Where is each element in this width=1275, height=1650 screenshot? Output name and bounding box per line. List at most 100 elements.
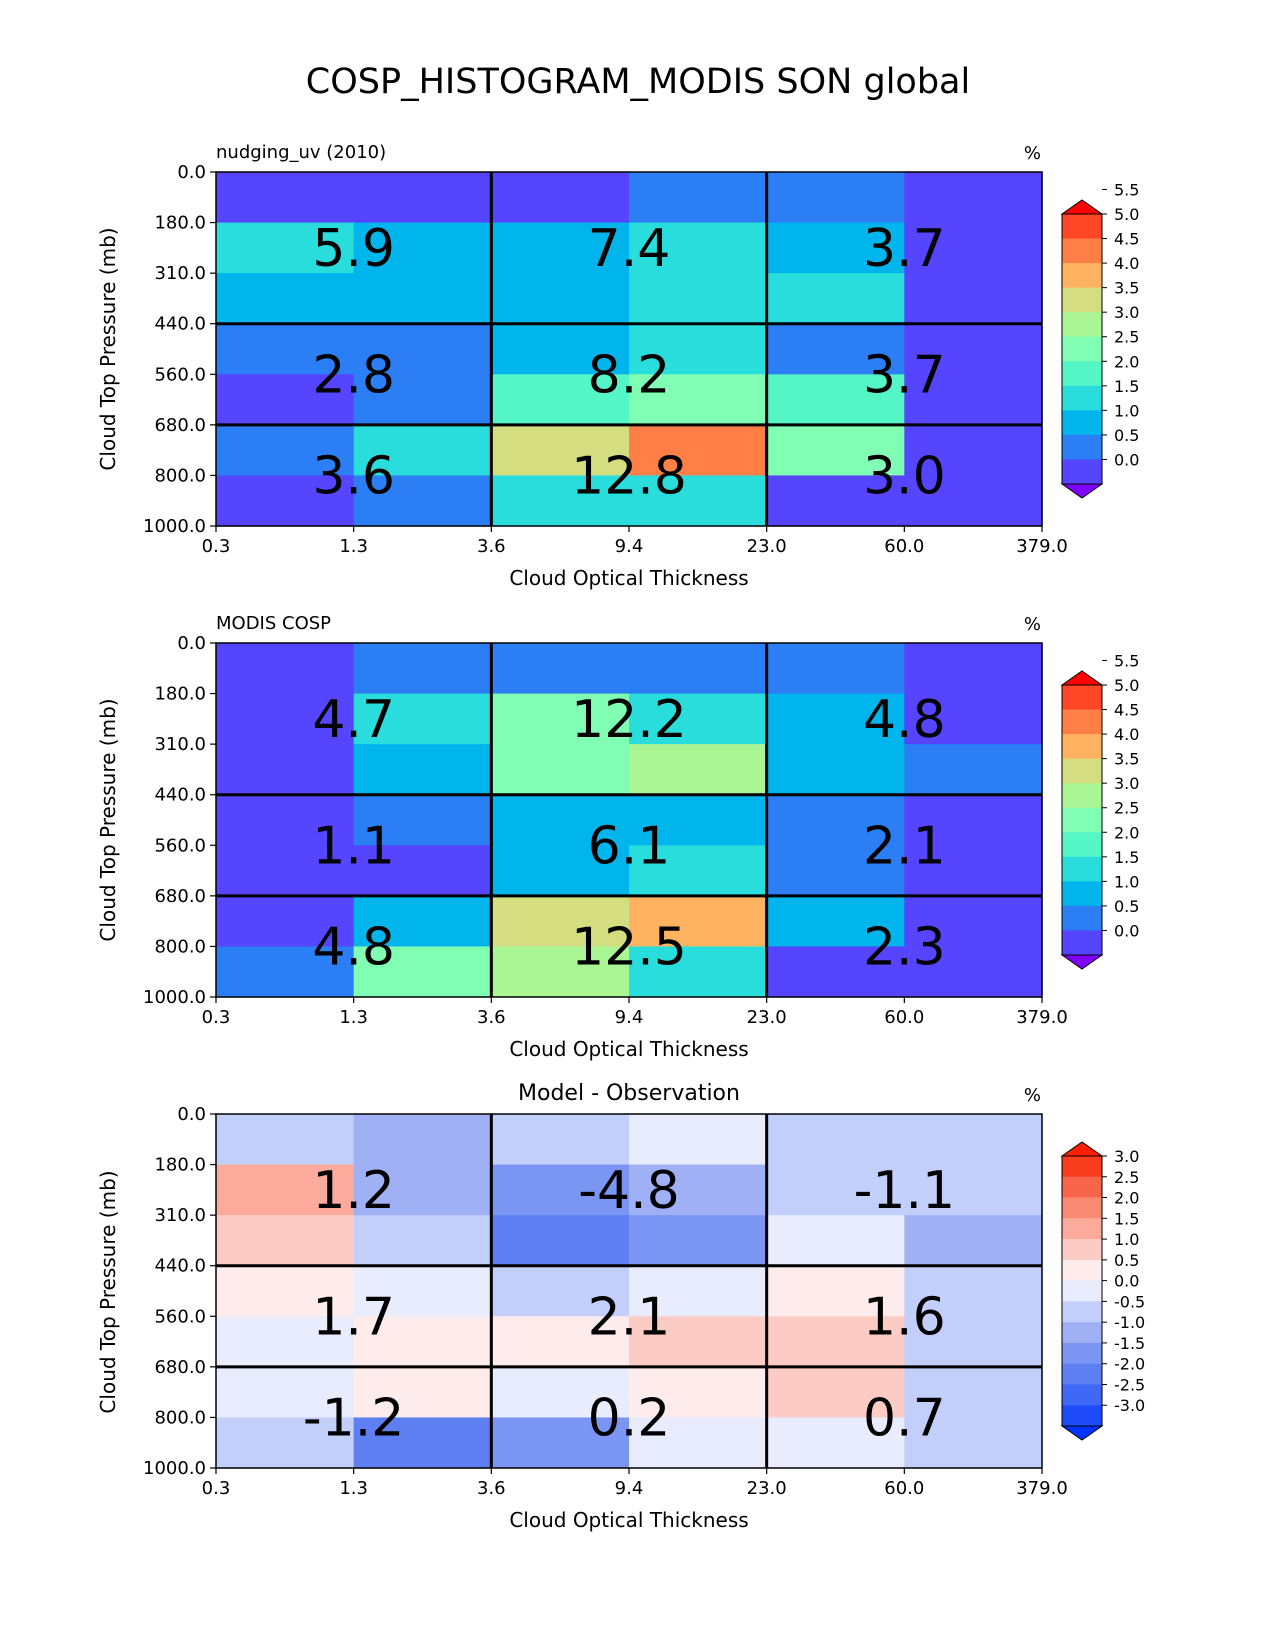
colorbar-extend-max xyxy=(1060,1141,1104,1157)
heatmap-cell xyxy=(491,1366,630,1419)
x-tick-label: 0.3 xyxy=(202,536,231,557)
y-tick-label: 560.0 xyxy=(154,835,206,856)
heatmap-cell xyxy=(353,1316,492,1368)
colorbar-bin xyxy=(1062,734,1102,760)
heatmap-cell xyxy=(216,895,355,948)
heatmap-cell xyxy=(766,643,905,695)
block-value-label: 3.6 xyxy=(312,446,395,506)
y-tick-label: 310.0 xyxy=(154,734,206,755)
colorbar-tick-label: 0.0 xyxy=(1114,921,1139,940)
figure-title: COSP_HISTOGRAM_MODIS SON global xyxy=(306,62,970,102)
heatmap-cell xyxy=(216,1215,355,1267)
heatmap-cell xyxy=(766,693,905,745)
x-axis: 0.3 1.3 3.6 9.4 23.0 60.0 379.0 xyxy=(202,1468,1068,1499)
x-tick-label: 3.6 xyxy=(477,1007,506,1028)
block-value-label: 7.4 xyxy=(588,219,671,279)
colorbar-tick-label: 2.5 xyxy=(1114,328,1139,347)
colorbar-bin xyxy=(1062,1239,1102,1261)
colorbar-bin xyxy=(1062,1405,1102,1427)
colorbar-tick-label: 1.0 xyxy=(1114,872,1139,891)
colorbar-outline xyxy=(1061,1155,1103,1427)
heatmap-cell xyxy=(353,1114,492,1166)
heatmap-cell xyxy=(491,643,630,695)
block-value-label: 12.2 xyxy=(571,690,687,750)
block-value-label: 3.7 xyxy=(863,345,946,405)
colorbar: 0.0 0.5 1.0 1.5 2.0 2.5 3.0 3.5 4.0 4.5 5.0 5.5 xyxy=(1060,180,1139,499)
x-tick-label: 379.0 xyxy=(1016,1007,1068,1028)
heatmap-cell xyxy=(491,744,630,796)
heatmap-cell xyxy=(766,323,905,375)
heatmap-cell xyxy=(766,1114,905,1166)
heatmap-cell xyxy=(353,1417,492,1469)
heatmap-cell xyxy=(491,323,630,375)
y-tick-label: 0.0 xyxy=(177,633,206,654)
heatmap-cell xyxy=(216,1366,355,1419)
heatmap-cell xyxy=(904,845,1043,897)
heatmap-cell xyxy=(491,222,630,274)
heatmap-cell xyxy=(216,693,355,745)
block-value-label: 1.1 xyxy=(312,816,395,876)
y-tick-label: 800.0 xyxy=(154,936,206,957)
x-axis-label: Cloud Optical Thickness xyxy=(509,566,748,590)
colorbar-bin xyxy=(1062,1218,1102,1240)
y-tick-label: 680.0 xyxy=(154,886,206,907)
colorbar-bin xyxy=(1062,1384,1102,1406)
block-value-label: 2.1 xyxy=(588,1287,671,1347)
heatmap-cell xyxy=(216,1417,355,1469)
heatmap-cell xyxy=(766,1417,905,1469)
colorbar-tick-label: 2.5 xyxy=(1114,799,1139,818)
units-label: % xyxy=(1024,143,1041,164)
heatmap-cell xyxy=(629,374,768,426)
heatmap-cell xyxy=(491,1417,630,1469)
colorbar-bin xyxy=(1062,1197,1102,1219)
heatmap-cell xyxy=(629,794,768,846)
colorbar-tick-label: 5.5 xyxy=(1114,651,1139,670)
colorbar-bin xyxy=(1062,214,1102,240)
heatmap-cell xyxy=(491,475,630,527)
heatmap-cell xyxy=(353,1366,492,1419)
y-tick-label: 0.0 xyxy=(177,1104,206,1125)
y-axis: 0.0 180.0 310.0 440.0 560.0 680.0 800.0 1000.0 xyxy=(143,633,216,1008)
colorbar-tick-label: 0.0 xyxy=(1114,1272,1139,1291)
heatmap-cell xyxy=(353,1164,492,1216)
heatmap-cell xyxy=(904,895,1043,948)
y-tick-label: 440.0 xyxy=(154,1256,206,1277)
colorbar-outline xyxy=(1061,213,1103,485)
units-label: % xyxy=(1024,614,1041,635)
colorbar-bin xyxy=(1062,685,1102,711)
panel-title-left: MODIS COSP xyxy=(216,613,331,634)
y-axis: 0.0 180.0 310.0 440.0 560.0 680.0 800.0 1000.0 xyxy=(143,1104,216,1479)
x-axis: 0.3 1.3 3.6 9.4 23.0 60.0 379.0 xyxy=(202,997,1068,1028)
heatmap-cell xyxy=(766,424,905,477)
colorbar-tick-label: 2.5 xyxy=(1114,1168,1139,1187)
colorbar-bin xyxy=(1062,1363,1102,1385)
colorbar-bin xyxy=(1062,287,1102,313)
y-tick-label: 560.0 xyxy=(154,1306,206,1327)
y-tick-label: 1000.0 xyxy=(143,516,206,537)
x-tick-label: 0.3 xyxy=(202,1478,231,1499)
heatmap-cell xyxy=(353,845,492,897)
heatmap-cell xyxy=(766,845,905,897)
colorbar-tick-label: 0.0 xyxy=(1114,450,1139,469)
y-tick-label: 560.0 xyxy=(154,364,206,385)
colorbar-extend-max xyxy=(1060,199,1104,215)
y-tick-label: 310.0 xyxy=(154,263,206,284)
panel-observation: MODIS COSP % 4.7 12.2 4.8 1.1 6.1 2.1 4.8 12.5 2… xyxy=(96,613,1139,1061)
colorbar-bin xyxy=(1062,312,1102,338)
colorbar-tick-label: 1.0 xyxy=(1114,401,1139,420)
colorbar-bin xyxy=(1062,385,1102,411)
heatmap-cell xyxy=(491,794,630,846)
heatmap-cell xyxy=(629,1366,768,1419)
heatmap-cell xyxy=(353,693,492,745)
heatmap-cell xyxy=(766,744,905,796)
heatmap-cell xyxy=(216,946,355,998)
heatmap-cell xyxy=(904,1417,1043,1469)
colorbar-tick-label: 2.0 xyxy=(1114,823,1139,842)
heatmap-cell xyxy=(353,172,492,224)
colorbar-bin xyxy=(1062,856,1102,882)
heatmap-cell xyxy=(629,845,768,897)
heatmap-cell xyxy=(904,946,1043,998)
panel-model: nudging_uv (2010) % 5.9 7.4 3.7 2.8 8.2 3.7 3.… xyxy=(96,142,1139,590)
colorbar-tick-label: -0.5 xyxy=(1114,1292,1145,1311)
heatmap-cell xyxy=(629,424,768,477)
